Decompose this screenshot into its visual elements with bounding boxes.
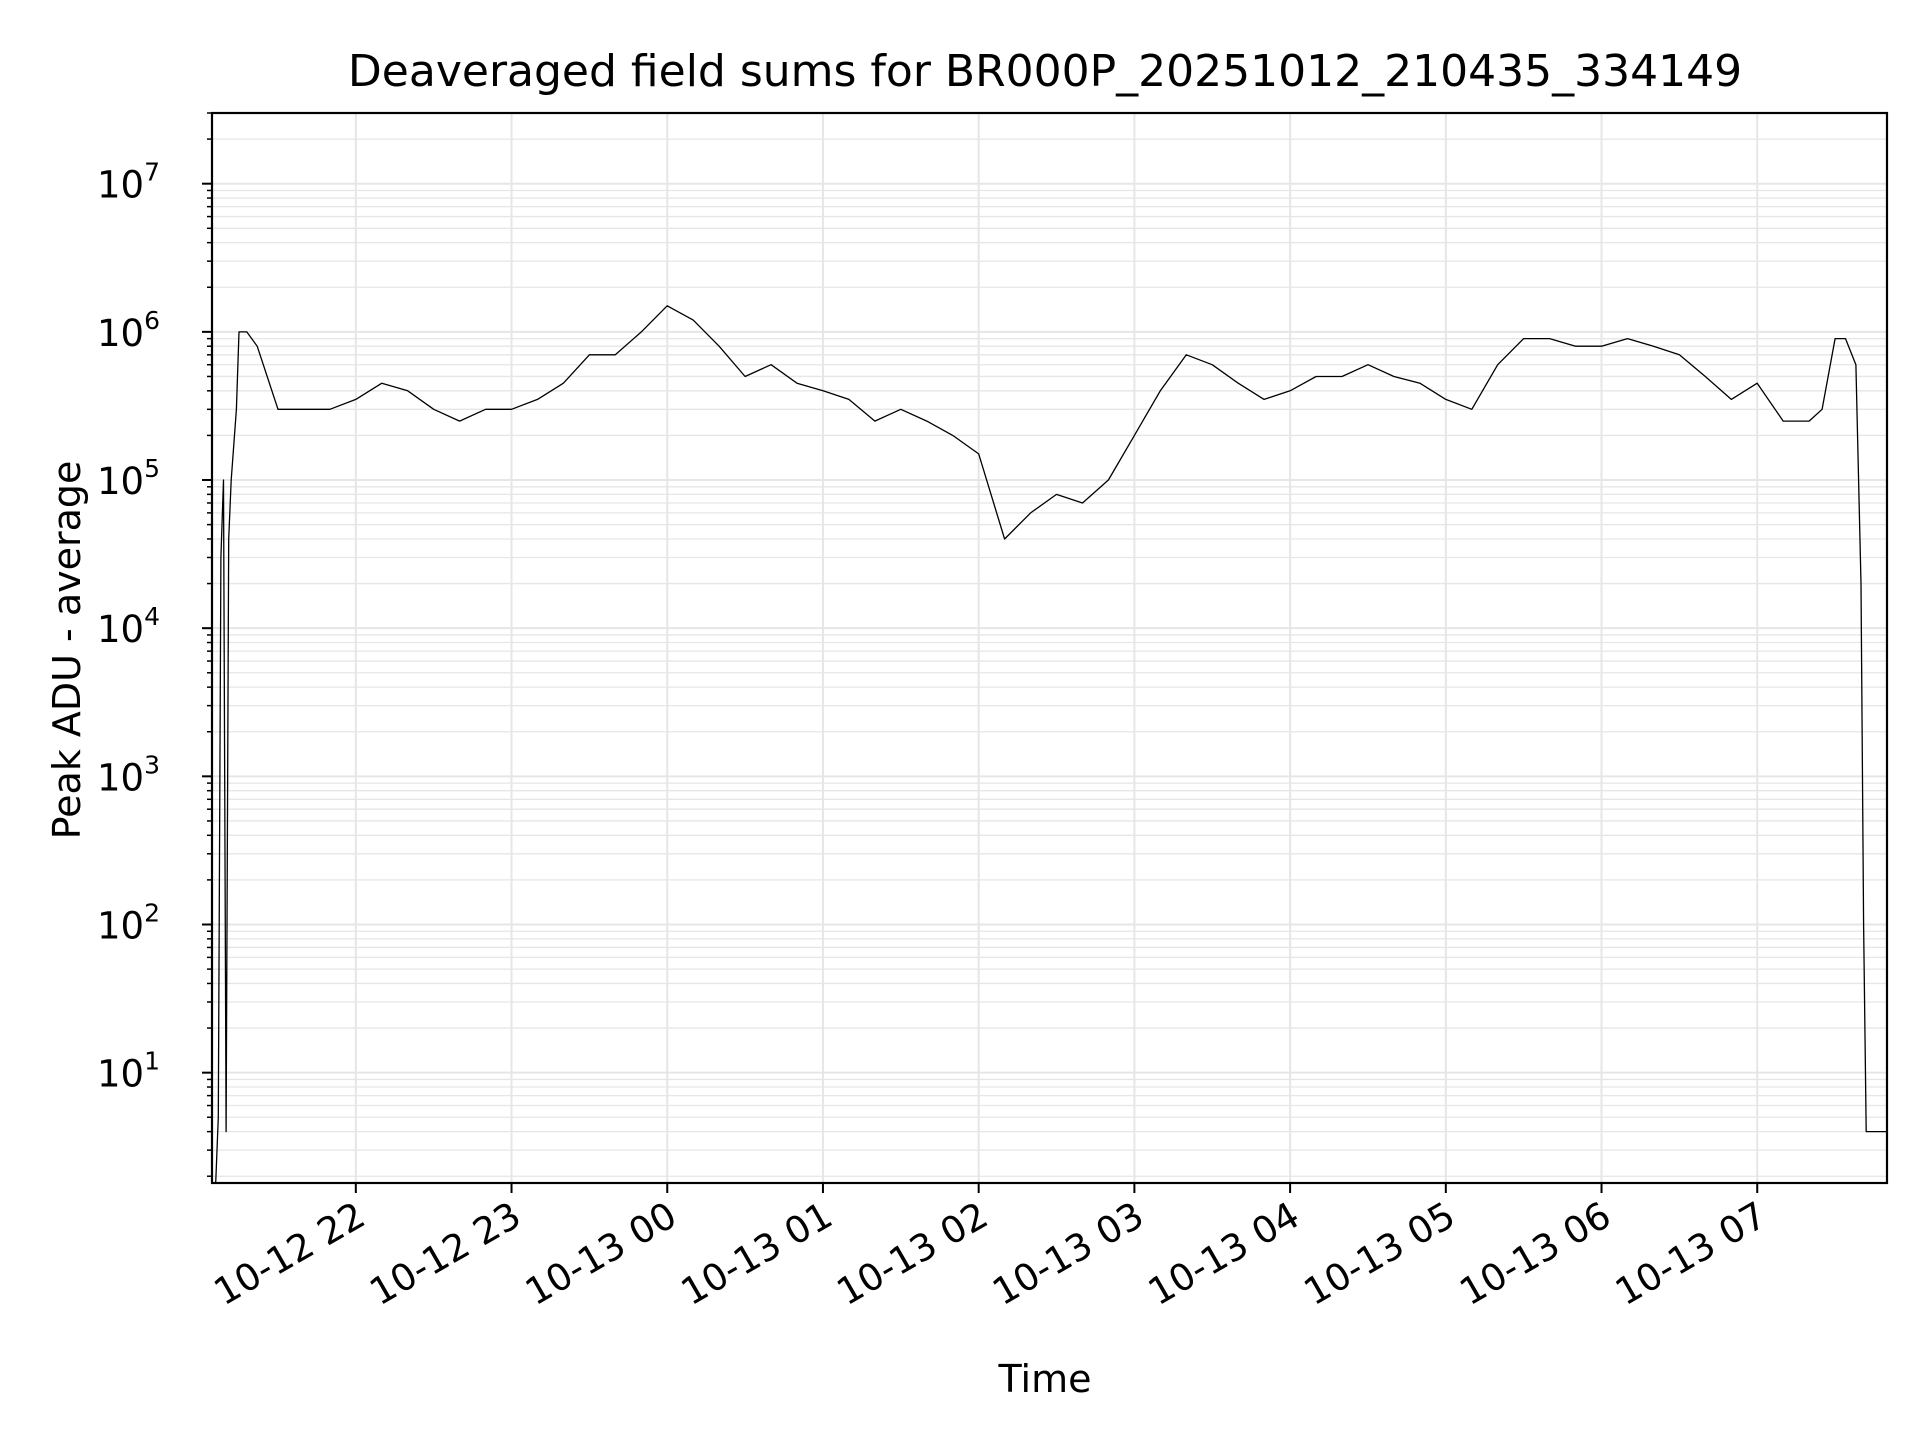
y-axis-label: Peak ADU - average (45, 461, 89, 840)
chart-title: Deaveraged field sums for BR000P_2025101… (348, 46, 1742, 97)
y-tick-label: 101 (97, 1047, 160, 1096)
y-tick-label: 104 (97, 602, 160, 651)
y-tick-label: 106 (97, 306, 160, 355)
y-tick-label: 105 (97, 454, 160, 503)
major-grid (212, 113, 1887, 1183)
series-line (215, 305, 1887, 1184)
y-axis: 101 102 103 104 105 106 107 (97, 112, 212, 1177)
y-tick-label: 102 (97, 898, 160, 947)
x-axis-label: Time (998, 1357, 1092, 1401)
plot-area-frame (210, 111, 1889, 1185)
y-tick-label: 107 (97, 158, 160, 207)
y-tick-label: 103 (97, 750, 160, 799)
